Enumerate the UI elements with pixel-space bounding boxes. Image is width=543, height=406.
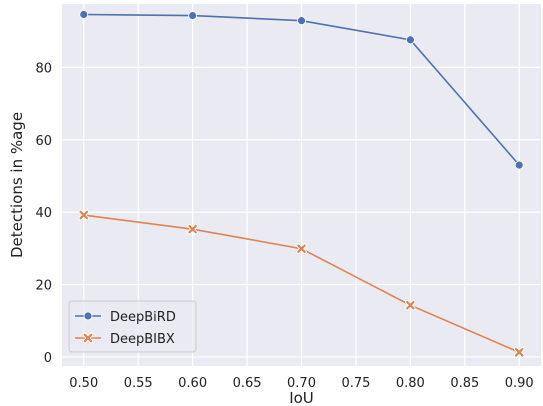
series-layer xyxy=(78,10,525,358)
x-tick-label: 0.85 xyxy=(450,376,479,391)
legend-label-deepbibx: DeepBIBX xyxy=(110,332,175,347)
x-tick-label: 0.55 xyxy=(124,376,153,391)
data-point-deepbird xyxy=(79,10,89,19)
y-tick-label: 60 xyxy=(35,134,52,149)
data-point-deepbibx xyxy=(514,347,525,358)
data-point-deepbird xyxy=(297,16,306,26)
legend-marker-deepbibx xyxy=(82,332,94,344)
x-tick-label: 0.70 xyxy=(287,376,316,391)
y-tick-label: 40 xyxy=(35,206,52,221)
data-point-deepbird xyxy=(188,11,198,20)
data-point-deepbibx xyxy=(78,209,89,221)
x-tick-label: 0.75 xyxy=(341,376,370,391)
data-point-deepbibx xyxy=(296,243,307,254)
y-tick-label: 80 xyxy=(35,61,52,76)
legend-marker-deepbird xyxy=(83,311,93,321)
x-tick-label: 0.50 xyxy=(69,376,98,391)
legend: DeepBiRD DeepBIBX xyxy=(68,300,197,353)
y-tick-labels: 0 20 40 60 80 xyxy=(35,61,52,366)
x-tick-labels: 0.50 0.55 0.60 0.65 0.70 0.75 0.80 0.85 0.90 xyxy=(69,376,533,391)
data-point-deepbird xyxy=(514,160,524,170)
x-tick-label: 0.80 xyxy=(396,376,425,391)
y-tick-label: 0 xyxy=(44,351,52,366)
legend-box xyxy=(68,300,197,353)
data-point-deepbibx xyxy=(187,223,198,235)
grid-lines xyxy=(62,4,541,366)
y-tick-label: 20 xyxy=(35,279,52,294)
data-point-deepbibx xyxy=(405,299,416,311)
x-tick-label: 0.60 xyxy=(178,376,207,391)
data-point-deepbird xyxy=(405,35,415,45)
x-tick-label: 0.90 xyxy=(505,376,534,391)
x-axis-title: IoU xyxy=(289,389,314,406)
y-axis-title: Detections in %age xyxy=(8,112,26,258)
x-tick-label: 0.65 xyxy=(233,376,262,391)
legend-label-deepbird: DeepBiRD xyxy=(110,310,176,325)
